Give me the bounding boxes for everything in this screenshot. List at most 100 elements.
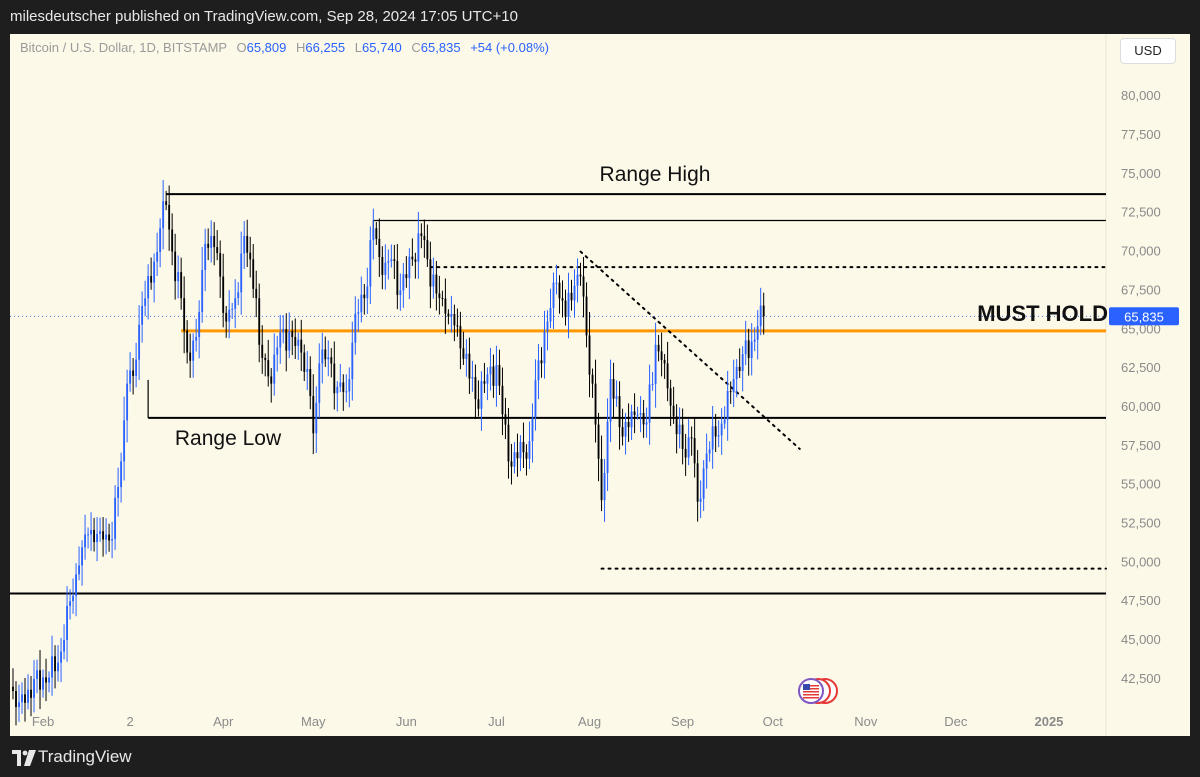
candle-body (585, 296, 588, 336)
candle-body (753, 339, 756, 342)
candle-body (630, 411, 633, 428)
candle-body (528, 441, 531, 459)
candle-body (612, 378, 615, 399)
candle-body (660, 351, 663, 360)
candle-body (378, 238, 381, 258)
candle-body (282, 329, 285, 333)
candle-body (684, 448, 687, 458)
candle-body (261, 344, 264, 358)
candle-body (216, 247, 219, 254)
candle-body (702, 468, 705, 499)
y-tick-label: 80,000 (1121, 88, 1161, 103)
candle-body (357, 312, 360, 314)
candle-body (252, 259, 255, 289)
y-tick-label: 52,500 (1121, 516, 1161, 531)
candle-body (234, 298, 237, 309)
candle-body (537, 360, 540, 381)
x-tick-label: Dec (944, 714, 968, 729)
candle-body (534, 380, 537, 418)
candle-body (201, 269, 204, 312)
candle-body (492, 366, 495, 386)
candle-body (108, 534, 111, 541)
candle-body (600, 458, 603, 501)
candle-body (564, 300, 567, 317)
candle-body (198, 311, 201, 338)
candle-body (90, 529, 93, 535)
candle-body (237, 292, 240, 299)
candle-body (96, 533, 99, 543)
candle-body (132, 370, 135, 376)
candle-body (438, 293, 441, 299)
x-tick-label: 2025 (1034, 714, 1063, 729)
candle-body (576, 274, 579, 286)
candle-body (288, 331, 291, 351)
candle-body (294, 337, 297, 346)
candle-body (333, 363, 336, 394)
candle-body (699, 498, 702, 502)
y-tick-label: 47,500 (1121, 593, 1161, 608)
candle-body (339, 382, 342, 387)
symbol-name[interactable]: Bitcoin / U.S. Dollar, 1D, BITSTAMP (20, 40, 227, 55)
candle-body (540, 360, 543, 364)
close-value: 65,835 (420, 40, 461, 55)
candle-body (414, 259, 417, 262)
candle-body (351, 342, 354, 380)
candle-body (48, 677, 50, 683)
candle-body (117, 487, 120, 498)
candle-body (369, 240, 372, 287)
x-tick-label: May (301, 714, 326, 729)
us-flag-event-icon (798, 678, 824, 704)
candle-body (657, 344, 660, 352)
price-chart[interactable]: 42,500 45,000 47,500 50,000 52,500 55,000 57,5… (10, 34, 1190, 736)
candle-body (465, 353, 468, 359)
candle-body (696, 463, 699, 502)
candle-body (447, 313, 450, 317)
candle-body (204, 243, 207, 270)
candle-body (33, 678, 35, 698)
candle-body (159, 228, 162, 253)
candle-body (435, 274, 438, 294)
downtrend-line (579, 250, 801, 450)
candle-body (549, 307, 552, 322)
candle-body (162, 201, 165, 229)
candle-body (153, 261, 156, 283)
candle-body (306, 369, 309, 372)
candle-body (507, 424, 510, 462)
candle-body (195, 337, 198, 341)
candle-body (615, 396, 618, 399)
currency-button[interactable]: USD (1120, 38, 1176, 64)
candle-body (729, 391, 732, 393)
candle-body (225, 312, 228, 322)
candle-body (75, 574, 77, 596)
candle-body (720, 423, 723, 436)
candle-body (579, 274, 582, 277)
candle-body (69, 601, 71, 606)
candle-body (393, 259, 396, 261)
candle-body (681, 424, 684, 449)
candle-body (747, 340, 750, 358)
candle-body (390, 259, 393, 262)
candle-body (645, 422, 648, 425)
candle-body (513, 452, 516, 467)
candle-body (15, 691, 17, 708)
candle-body (186, 330, 189, 353)
candle-body (759, 305, 762, 327)
x-tick-label: Sep (671, 714, 694, 729)
y-tick-label: 72,500 (1121, 205, 1161, 220)
candle-body (531, 417, 534, 442)
candle-body (501, 385, 504, 415)
candle-body (426, 240, 429, 260)
candle-body (135, 359, 138, 376)
candle-body (192, 340, 195, 361)
x-tick-label: Jul (488, 714, 505, 729)
candle-body (627, 421, 630, 428)
chart-panel[interactable]: 42,500 45,000 47,500 50,000 52,500 55,000 57,5… (10, 34, 1190, 736)
candle-body (456, 325, 459, 327)
candle-body (624, 421, 627, 437)
candle-body (57, 662, 59, 672)
candle-body (213, 236, 216, 248)
candle-body (471, 377, 474, 379)
candle-body (522, 441, 525, 453)
x-tick-label: Jun (396, 714, 417, 729)
candle-body (309, 369, 312, 397)
